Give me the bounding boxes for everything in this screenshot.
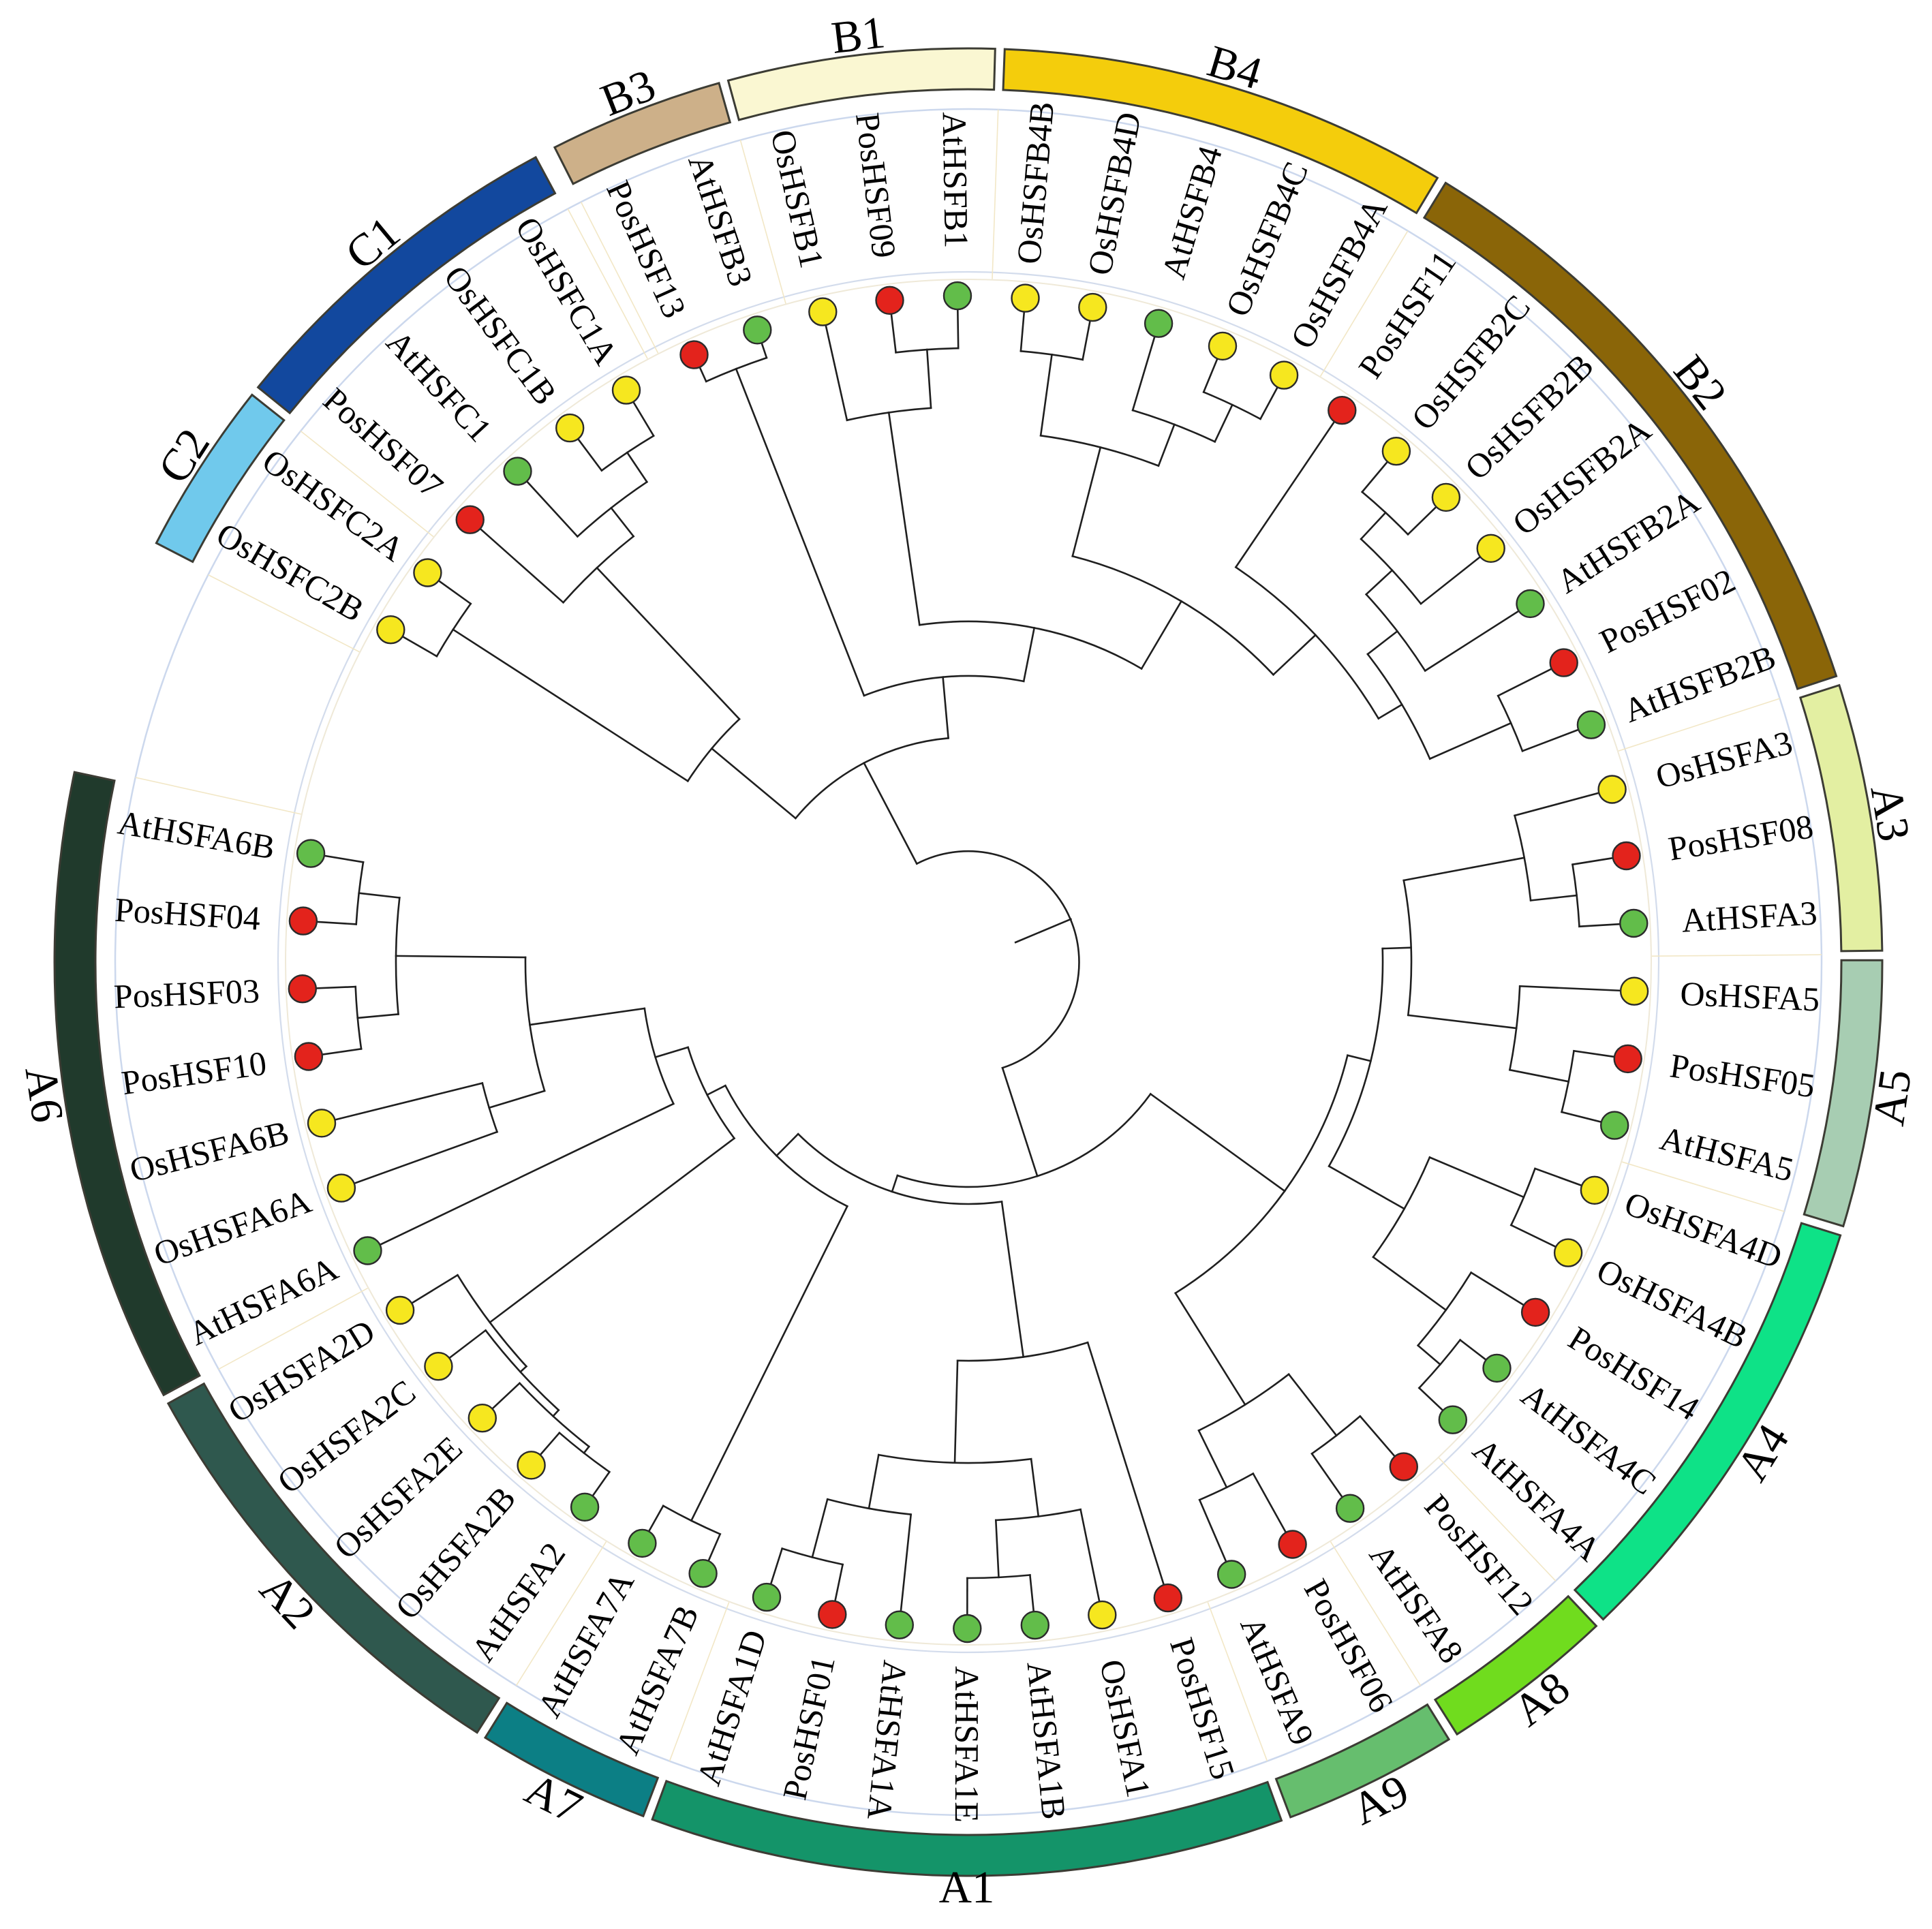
svg-text:AtHSFA3: AtHSFA3 bbox=[1681, 893, 1818, 939]
svg-text:AtHSFB1: AtHSFB1 bbox=[936, 112, 976, 249]
svg-text:PosHSF03: PosHSF03 bbox=[113, 972, 260, 1016]
svg-text:PosHSF04: PosHSF04 bbox=[114, 891, 262, 938]
svg-text:A6: A6 bbox=[15, 1063, 73, 1126]
svg-text:OsHSFA5: OsHSFA5 bbox=[1679, 974, 1820, 1019]
svg-text:A5: A5 bbox=[1863, 1066, 1921, 1129]
svg-text:A1: A1 bbox=[939, 1862, 995, 1913]
svg-text:A3: A3 bbox=[1860, 782, 1919, 845]
svg-text:AtHSFA1E: AtHSFA1E bbox=[948, 1666, 986, 1823]
svg-text:B1: B1 bbox=[829, 7, 887, 63]
